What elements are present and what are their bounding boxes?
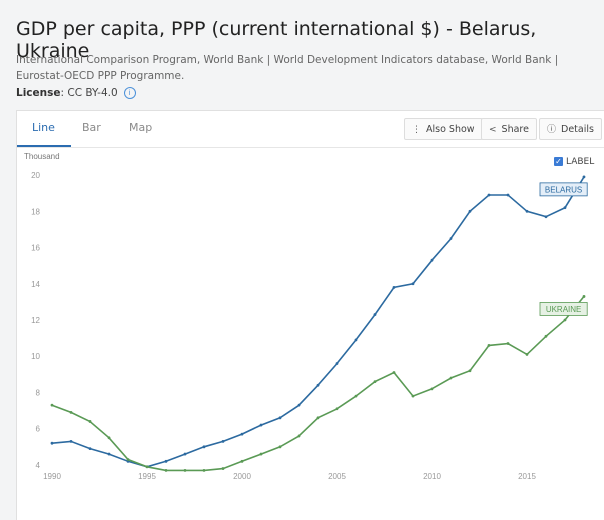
ukraine-data-point[interactable] xyxy=(126,458,130,461)
belarus-data-point[interactable] xyxy=(544,215,548,219)
belarus-data-point[interactable] xyxy=(183,452,187,456)
ukraine-data-point[interactable] xyxy=(183,468,187,472)
license-label: License xyxy=(16,87,61,99)
y-tick-label: 14 xyxy=(31,280,40,289)
page-title: GDP per capita, PPP (current internation… xyxy=(16,18,537,62)
ukraine-data-point[interactable] xyxy=(259,452,263,456)
x-tick-label: 2005 xyxy=(328,472,346,481)
share-icon: < xyxy=(489,125,497,135)
belarus-series-label: BELARUS xyxy=(545,185,582,194)
ukraine-data-point[interactable] xyxy=(202,468,206,472)
license: License: CC BY-4.0 i xyxy=(16,87,136,99)
belarus-data-point[interactable] xyxy=(430,258,434,262)
ukraine-data-point[interactable] xyxy=(335,407,339,411)
ukraine-data-point[interactable] xyxy=(392,371,396,374)
y-tick-label: 20 xyxy=(31,171,40,180)
belarus-data-point[interactable] xyxy=(468,209,472,213)
belarus-data-point[interactable] xyxy=(240,432,244,436)
belarus-label-box xyxy=(539,182,588,197)
belarus-data-point[interactable] xyxy=(354,338,358,342)
belarus-data-point[interactable] xyxy=(297,403,301,407)
ukraine-data-point[interactable] xyxy=(50,403,54,407)
y-unit-label: Thousand xyxy=(24,152,60,161)
info-circle-icon: ⓘ xyxy=(547,125,557,135)
ukraine-series-line[interactable] xyxy=(51,295,585,472)
belarus-data-point[interactable] xyxy=(525,209,529,213)
tab-map[interactable]: Map xyxy=(129,121,153,134)
license-value: : CC BY-4.0 xyxy=(60,87,118,99)
belarus-data-point[interactable] xyxy=(88,447,92,451)
y-tick-label: 12 xyxy=(31,316,40,325)
also-show-button[interactable]: ⋮ Also Show xyxy=(404,118,483,140)
ukraine-data-point[interactable] xyxy=(278,445,282,449)
belarus-data-point[interactable] xyxy=(316,383,320,387)
ukraine-data-point[interactable] xyxy=(525,353,529,356)
ukraine-series-label: UKRAINE xyxy=(546,305,582,314)
header: GDP per capita, PPP (current internation… xyxy=(0,0,604,108)
details-button[interactable]: ⓘ Details xyxy=(539,118,602,140)
x-tick-label: 1995 xyxy=(138,472,156,481)
ukraine-data-point[interactable] xyxy=(221,467,225,470)
x-tick-label: 2000 xyxy=(233,472,251,481)
ukraine-data-point[interactable] xyxy=(449,376,453,380)
ukraine-data-point[interactable] xyxy=(544,334,548,338)
belarus-series-line[interactable] xyxy=(51,176,585,468)
y-tick-label: 8 xyxy=(36,388,41,397)
checkbox-checked-icon[interactable]: ✓ xyxy=(554,157,563,166)
ukraine-data-point[interactable] xyxy=(506,342,510,345)
ukraine-data-point[interactable] xyxy=(468,369,472,373)
x-tick-label: 1990 xyxy=(43,472,61,481)
belarus-data-point[interactable] xyxy=(278,416,282,420)
y-tick-label: 18 xyxy=(31,207,40,216)
belarus-data-point[interactable] xyxy=(107,452,111,456)
line-chart: Thousand 4 6 8 10 12 14 16 18 20 1990 1995 2000 2005 2… xyxy=(24,152,588,481)
belarus-data-point[interactable] xyxy=(411,282,415,286)
ukraine-data-point[interactable] xyxy=(145,465,149,469)
ukraine-data-point[interactable] xyxy=(316,416,320,420)
tab-line[interactable]: Line xyxy=(32,121,55,134)
y-tick-label: 16 xyxy=(31,244,40,253)
source-subtitle: International Comparison Program, World … xyxy=(16,54,559,82)
ukraine-data-point[interactable] xyxy=(107,436,111,440)
label-toggle[interactable]: ✓ LABEL xyxy=(554,157,595,167)
belarus-data-point[interactable] xyxy=(563,206,567,210)
belarus-data-point[interactable] xyxy=(202,445,206,449)
ukraine-data-point[interactable] xyxy=(240,459,244,463)
ukraine-data-point[interactable] xyxy=(582,295,586,298)
y-tick-label: 10 xyxy=(31,352,40,361)
belarus-data-point[interactable] xyxy=(449,237,453,240)
belarus-data-point[interactable] xyxy=(487,193,491,197)
ukraine-data-point[interactable] xyxy=(164,468,168,472)
ukraine-data-point[interactable] xyxy=(354,394,358,398)
ukraine-data-point[interactable] xyxy=(563,318,567,322)
ukraine-data-point[interactable] xyxy=(411,394,415,398)
belarus-data-point[interactable] xyxy=(506,193,510,197)
y-tick-label: 6 xyxy=(36,425,41,434)
info-icon[interactable]: i xyxy=(123,87,136,99)
belarus-data-point[interactable] xyxy=(164,459,168,463)
ukraine-data-point[interactable] xyxy=(88,420,92,423)
y-tick-label: 4 xyxy=(36,461,41,470)
belarus-data-point[interactable] xyxy=(221,439,225,443)
chart-panel: Line Bar Map ⋮ Also Show < Share ⓘ Details xyxy=(16,110,604,520)
belarus-data-point[interactable] xyxy=(373,313,377,316)
x-tick-label: 2010 xyxy=(423,472,441,481)
active-tab-indicator xyxy=(17,145,71,147)
x-tick-label: 2015 xyxy=(518,472,536,481)
belarus-data-point[interactable] xyxy=(50,441,54,445)
ukraine-data-point[interactable] xyxy=(297,434,301,438)
more-vertical-icon: ⋮ xyxy=(412,125,421,135)
belarus-data-point[interactable] xyxy=(582,175,586,179)
share-button[interactable]: < Share xyxy=(481,118,537,140)
belarus-data-point[interactable] xyxy=(392,285,396,289)
ukraine-data-point[interactable] xyxy=(69,411,73,414)
ukraine-data-point[interactable] xyxy=(430,387,434,391)
tab-bar[interactable]: Bar xyxy=(82,121,101,134)
ukraine-data-point[interactable] xyxy=(487,343,491,347)
belarus-data-point[interactable] xyxy=(69,439,73,443)
belarus-data-point[interactable] xyxy=(335,362,339,365)
belarus-data-point[interactable] xyxy=(259,423,263,427)
ukraine-label-box xyxy=(539,302,588,316)
ukraine-data-point[interactable] xyxy=(373,380,377,383)
